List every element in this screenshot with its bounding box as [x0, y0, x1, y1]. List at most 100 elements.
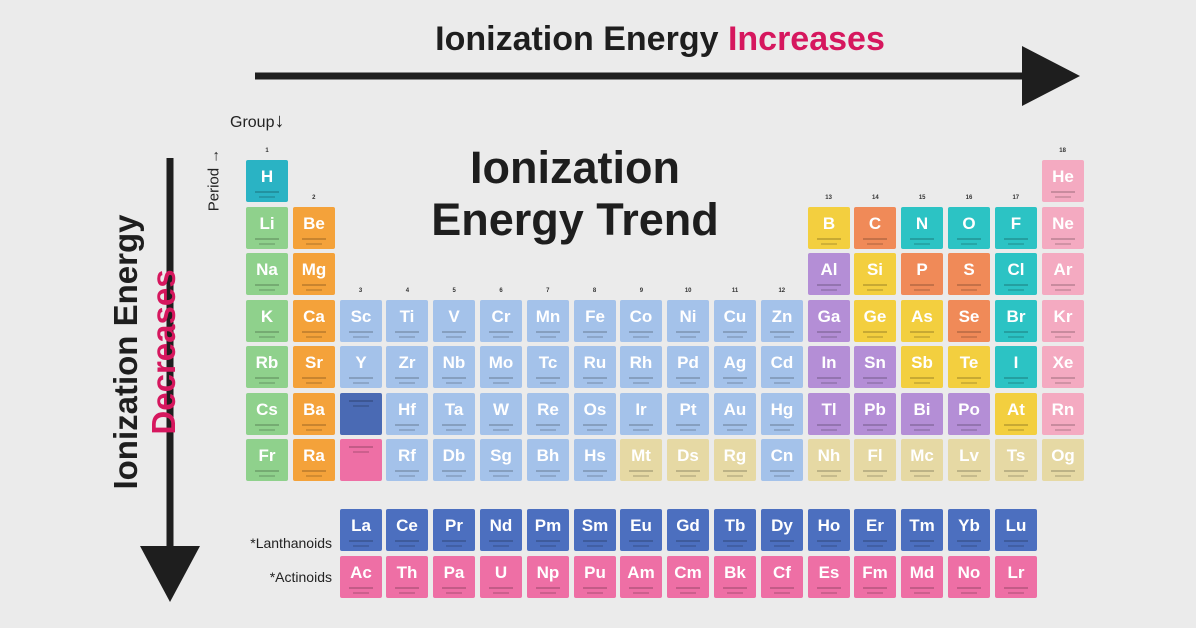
element-symbol: Li: [259, 214, 275, 233]
element-symbol: Bk: [724, 563, 746, 582]
group-arrow-icon: ↓: [274, 110, 285, 132]
element-tm: Tm: [901, 509, 943, 551]
element-symbol: Sg: [490, 446, 512, 465]
element-symbol: Ar: [1053, 260, 1073, 279]
element-v: V: [433, 300, 475, 342]
element-symbol: Cr: [491, 307, 511, 326]
element-symbol: Tc: [538, 353, 558, 372]
element-mn: Mn: [527, 300, 569, 342]
element-br: Br: [995, 300, 1037, 342]
element-no: No: [948, 556, 990, 598]
element-symbol: Cm: [674, 563, 702, 582]
element-symbol: I: [1013, 353, 1019, 372]
element-symbol: He: [1052, 167, 1074, 186]
element-symbol: Eu: [630, 516, 652, 535]
element-symbol: Cd: [770, 353, 794, 372]
element-symbol: Rf: [398, 446, 416, 465]
element-symbol: Cu: [723, 307, 747, 326]
element-symbol: Tl: [821, 400, 837, 419]
element-si: Si: [854, 253, 896, 295]
element-xe: Xe: [1042, 346, 1084, 388]
element-symbol: Co: [629, 307, 653, 326]
element-np: Np: [527, 556, 569, 598]
element-symbol: Cf: [773, 563, 791, 582]
element-symbol: Ir: [635, 400, 647, 419]
element-pa: Pa: [433, 556, 475, 598]
element-symbol: Nd: [489, 516, 513, 535]
element-db: Db: [433, 439, 475, 481]
element-symbol: Es: [818, 563, 840, 582]
element-nh: Nh: [808, 439, 850, 481]
element-ag: Ag: [714, 346, 756, 388]
element-he: He: [1042, 160, 1084, 202]
element-in: In: [808, 346, 850, 388]
element-p: P: [901, 253, 943, 295]
group-number: 1: [265, 148, 269, 154]
element-symbol: Rh: [629, 353, 653, 372]
element-s: S: [948, 253, 990, 295]
element-ca: Ca: [293, 300, 335, 342]
element-rf: Rf: [386, 439, 428, 481]
element-symbol: Ta: [444, 400, 464, 419]
element-symbol: Zr: [398, 353, 416, 372]
element-placeholder: [340, 393, 382, 435]
element-symbol: Fm: [862, 563, 888, 582]
element-symbol: Ni: [679, 307, 697, 326]
group-label: Group↓: [230, 110, 284, 133]
element-rn: Rn: [1042, 393, 1084, 435]
element-symbol: Hg: [770, 400, 794, 419]
actinoids-label: *Actinoids: [269, 569, 332, 585]
element-symbol: Au: [723, 400, 747, 419]
element-symbol: V: [448, 307, 460, 326]
title-line-1: Ionization: [470, 142, 680, 193]
element-symbol: Pb: [864, 400, 886, 419]
element-fm: Fm: [854, 556, 896, 598]
element-ru: Ru: [574, 346, 616, 388]
element-pt: Pt: [667, 393, 709, 435]
element-symbol: Md: [909, 563, 935, 582]
element-ni: Ni: [667, 300, 709, 342]
group-number: 18: [1059, 148, 1066, 154]
element-symbol: Nb: [442, 353, 466, 372]
element-symbol: Sb: [911, 353, 933, 372]
element-symbol: Hs: [584, 446, 606, 465]
element-ts: Ts: [995, 439, 1037, 481]
element-o: O: [948, 207, 990, 249]
group-number: 11: [731, 287, 739, 294]
element-am: Am: [620, 556, 662, 598]
element-symbol: Si: [866, 260, 884, 279]
element-cm: Cm: [667, 556, 709, 598]
element-symbol: Mg: [301, 260, 327, 279]
side-trend-text: Ionization Energy: [107, 214, 144, 490]
element-placeholder: [340, 439, 382, 481]
element-symbol: S: [963, 260, 975, 279]
element-bk: Bk: [714, 556, 756, 598]
title-line-2: Energy Trend: [431, 194, 719, 245]
element-symbol: Ac: [350, 563, 372, 582]
element-symbol: Ag: [723, 353, 747, 372]
element-symbol: Th: [396, 563, 418, 582]
element-symbol: K: [260, 307, 274, 326]
element-re: Re: [527, 393, 569, 435]
element-symbol: Dy: [771, 516, 793, 535]
element-fl: Fl: [854, 439, 896, 481]
element-cu: Cu: [714, 300, 756, 342]
element-symbol: Pa: [443, 563, 465, 582]
element-symbol: Nh: [817, 446, 841, 465]
element-ti: Ti: [386, 300, 428, 342]
element-symbol: Br: [1006, 307, 1026, 326]
group-number: 5: [452, 287, 456, 294]
element-symbol: Mt: [631, 446, 651, 465]
period-label: Period →: [202, 132, 224, 222]
period-arrow-icon: →: [205, 148, 223, 164]
element-md: Md: [901, 556, 943, 598]
element-symbol: Sm: [581, 516, 609, 535]
element-la: La: [340, 509, 382, 551]
element-symbol: Cn: [770, 446, 794, 465]
element-symbol: Hf: [398, 400, 416, 419]
element-pd: Pd: [667, 346, 709, 388]
element-co: Co: [620, 300, 662, 342]
element-symbol: Ds: [677, 446, 699, 465]
element-symbol: Tb: [724, 516, 746, 535]
element-hg: Hg: [761, 393, 803, 435]
